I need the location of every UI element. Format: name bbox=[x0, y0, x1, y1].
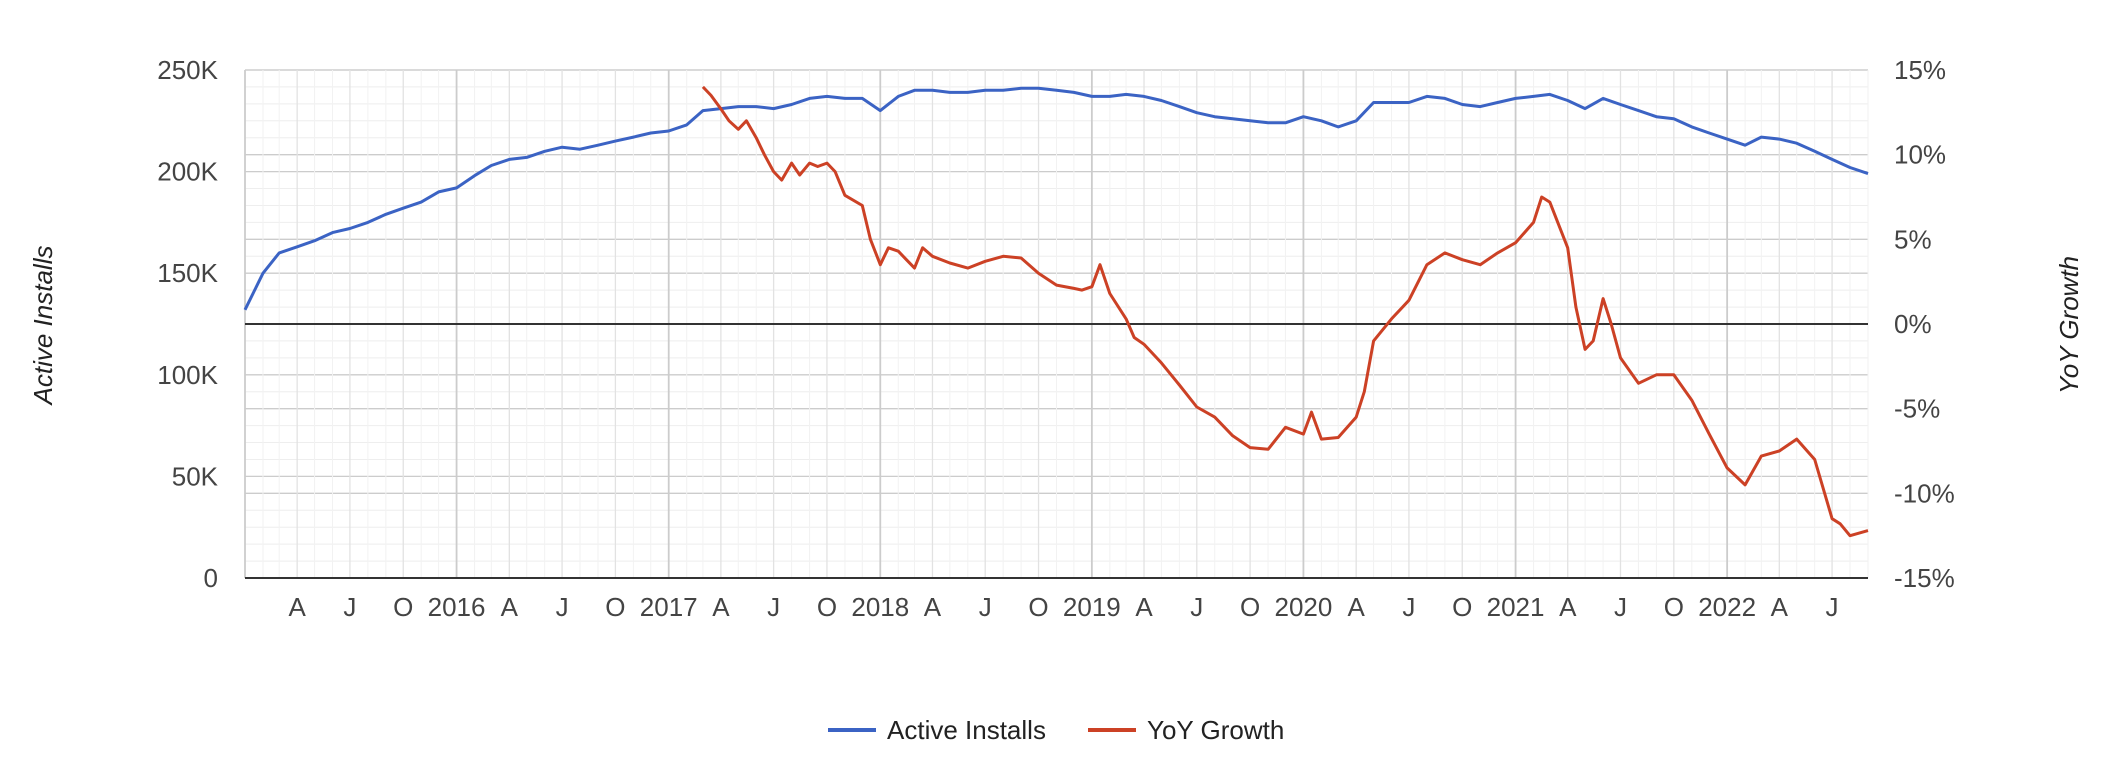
y-right-tick-label: -15% bbox=[1894, 563, 1955, 593]
x-tick-label: A bbox=[1559, 592, 1577, 622]
x-tick-label: J bbox=[556, 592, 569, 622]
x-tick-label: O bbox=[1664, 592, 1684, 622]
x-tick-label: 2020 bbox=[1275, 592, 1333, 622]
x-tick-label: A bbox=[712, 592, 730, 622]
yoy-growth-line bbox=[701, 85, 1869, 538]
x-tick-label: A bbox=[1771, 592, 1789, 622]
x-tick-label: A bbox=[1348, 592, 1366, 622]
x-tick-label: 2017 bbox=[640, 592, 698, 622]
legend: Active Installs YoY Growth bbox=[828, 715, 1284, 745]
y-left-tick-label: 100K bbox=[157, 360, 218, 390]
x-tick-label: 2018 bbox=[851, 592, 909, 622]
y-right-tick-label: -5% bbox=[1894, 394, 1940, 424]
active-installs-line bbox=[243, 86, 1869, 311]
x-tick-label: J bbox=[767, 592, 780, 622]
x-tick-label: O bbox=[1240, 592, 1260, 622]
x-tick-label: J bbox=[343, 592, 356, 622]
y-left-tick-label: 0 bbox=[204, 563, 218, 593]
y-right-tick-label: 10% bbox=[1894, 140, 1946, 170]
x-tick-label: A bbox=[1135, 592, 1153, 622]
y-right-tick-label: 15% bbox=[1894, 55, 1946, 85]
x-tick-label: J bbox=[1190, 592, 1203, 622]
x-tick-label: A bbox=[288, 592, 306, 622]
x-tick-label: 2021 bbox=[1487, 592, 1545, 622]
y-left-tick-label: 150K bbox=[157, 258, 218, 288]
x-tick-label: O bbox=[605, 592, 625, 622]
x-tick-label: A bbox=[924, 592, 942, 622]
x-tick-label: 2019 bbox=[1063, 592, 1121, 622]
legend-label-yoy-growth: YoY Growth bbox=[1147, 715, 1284, 745]
y-left-tick-label: 250K bbox=[157, 55, 218, 85]
x-tick-label: J bbox=[979, 592, 992, 622]
x-tick-label: O bbox=[393, 592, 413, 622]
x-tick-label: J bbox=[1402, 592, 1415, 622]
x-tick-label: 2022 bbox=[1698, 592, 1756, 622]
y-left-tick-label: 50K bbox=[172, 461, 219, 491]
y-right-axis-title: YoY Growth bbox=[2054, 256, 2084, 394]
series-lines bbox=[243, 85, 1869, 538]
x-tick-label: 2016 bbox=[428, 592, 486, 622]
x-tick-label: O bbox=[1028, 592, 1048, 622]
y-left-tick-label: 200K bbox=[157, 157, 218, 187]
x-tick-label: A bbox=[501, 592, 519, 622]
x-tick-label: J bbox=[1826, 592, 1839, 622]
axes: 0 50K 100K 150K 200K 250K -15% -10% -5% 0% 5% 10% 15… bbox=[157, 55, 1954, 622]
y-right-tick-label: 5% bbox=[1894, 224, 1932, 254]
y-right-tick-label: -10% bbox=[1894, 478, 1955, 508]
x-tick-label: J bbox=[1614, 592, 1627, 622]
x-tick-label: O bbox=[1452, 592, 1472, 622]
y-left-axis-title: Active Installs bbox=[28, 246, 58, 407]
y-right-tick-label: 0% bbox=[1894, 309, 1932, 339]
legend-label-active-installs: Active Installs bbox=[887, 715, 1046, 745]
x-tick-label: O bbox=[817, 592, 837, 622]
